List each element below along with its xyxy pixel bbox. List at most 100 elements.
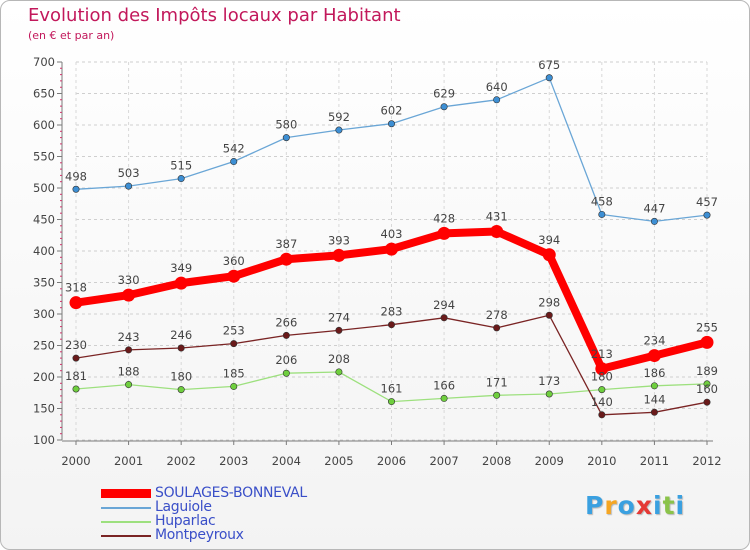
data-label: 180 xyxy=(170,370,192,384)
legend-item: SOULAGES-BONNEVAL xyxy=(101,485,401,501)
chart-subtitle: (en € et par an) xyxy=(28,29,115,42)
legend-swatch xyxy=(101,521,151,523)
data-point xyxy=(700,335,714,349)
y-tick-label: 300 xyxy=(33,307,55,321)
data-label: 186 xyxy=(643,366,665,380)
x-tick-label: 2003 xyxy=(219,454,248,468)
data-label: 188 xyxy=(118,365,140,379)
data-point xyxy=(335,126,343,134)
data-point xyxy=(703,380,711,388)
data-label: 230 xyxy=(65,338,87,352)
x-tick-label: 2005 xyxy=(324,454,353,468)
data-label: 274 xyxy=(328,310,350,324)
legend-item: Huparlac xyxy=(101,513,401,529)
y-tick-label: 650 xyxy=(33,87,55,101)
data-point xyxy=(437,226,451,240)
data-label: 206 xyxy=(275,353,297,367)
logo-letter: i xyxy=(675,491,686,520)
data-label: 458 xyxy=(591,194,613,208)
legend-swatch xyxy=(101,507,151,509)
data-label: 294 xyxy=(433,298,455,312)
data-point xyxy=(72,354,80,362)
x-tick-label: 2002 xyxy=(167,454,196,468)
data-point xyxy=(230,382,238,390)
data-label: 393 xyxy=(328,233,350,247)
logo-letter: t xyxy=(662,491,676,520)
data-point xyxy=(177,175,185,183)
data-label: 431 xyxy=(486,209,508,223)
data-label: 189 xyxy=(696,364,718,378)
data-point xyxy=(545,74,553,82)
data-point xyxy=(72,385,80,393)
legend-item: Montpeyroux xyxy=(101,527,401,543)
y-tick-label: 450 xyxy=(33,213,55,227)
data-point xyxy=(387,120,395,128)
data-label: 144 xyxy=(643,392,665,406)
data-point xyxy=(69,296,83,310)
data-label: 266 xyxy=(275,315,297,329)
x-tick-label: 2011 xyxy=(640,454,669,468)
legend-swatch xyxy=(101,535,151,537)
data-point xyxy=(387,398,395,406)
x-tick-label: 2006 xyxy=(377,454,406,468)
data-point xyxy=(490,224,504,238)
data-label: 171 xyxy=(486,375,508,389)
data-label: 542 xyxy=(223,142,245,156)
x-tick-label: 2001 xyxy=(114,454,143,468)
legend-label: Montpeyroux xyxy=(155,527,244,543)
data-point xyxy=(282,134,290,142)
x-tick-label: 2007 xyxy=(429,454,458,468)
data-point xyxy=(122,288,136,302)
data-point xyxy=(387,321,395,329)
data-label: 173 xyxy=(538,374,560,388)
data-label: 394 xyxy=(538,233,560,247)
data-point xyxy=(174,276,188,290)
y-tick-label: 150 xyxy=(33,402,55,416)
data-label: 349 xyxy=(170,261,192,275)
x-tick-label: 2000 xyxy=(61,454,90,468)
data-label: 387 xyxy=(275,237,297,251)
data-label: 360 xyxy=(223,254,245,268)
logo-letter: i xyxy=(653,491,663,520)
data-label: 503 xyxy=(118,166,140,180)
logo-letter: x xyxy=(635,491,653,520)
data-point xyxy=(493,391,501,399)
data-point xyxy=(385,242,398,256)
data-point xyxy=(598,411,606,419)
y-tick-label: 350 xyxy=(33,276,55,290)
data-label: 457 xyxy=(696,195,718,209)
data-point xyxy=(177,344,185,352)
chart-title: Evolution des Impôts locaux par Habitant xyxy=(28,5,401,26)
data-label: 447 xyxy=(643,201,665,215)
data-label: 160 xyxy=(696,382,718,396)
data-point xyxy=(230,158,238,166)
y-tick-label: 600 xyxy=(33,118,55,132)
logo-letter: r xyxy=(604,491,618,520)
data-label: 580 xyxy=(275,118,297,132)
data-point xyxy=(595,362,609,376)
data-label: 234 xyxy=(643,334,665,348)
data-label: 166 xyxy=(433,378,455,392)
data-point xyxy=(440,103,448,111)
data-point xyxy=(703,211,711,219)
data-label: 185 xyxy=(223,366,245,380)
y-tick-label: 550 xyxy=(33,150,55,164)
data-point xyxy=(227,269,241,283)
data-point xyxy=(545,390,553,398)
data-label: 246 xyxy=(170,328,192,342)
data-point xyxy=(647,349,661,363)
data-label: 318 xyxy=(65,281,87,295)
data-point xyxy=(335,368,343,376)
legend-swatch xyxy=(101,489,151,498)
data-point xyxy=(72,185,80,193)
data-label: 255 xyxy=(696,320,718,334)
data-label: 602 xyxy=(381,104,403,118)
data-label: 629 xyxy=(433,87,455,101)
legend-item: Laguiole xyxy=(101,499,401,515)
data-point xyxy=(650,408,658,416)
data-point xyxy=(282,369,290,377)
data-point xyxy=(542,248,556,262)
data-label: 640 xyxy=(486,80,508,94)
data-label: 330 xyxy=(118,273,140,287)
